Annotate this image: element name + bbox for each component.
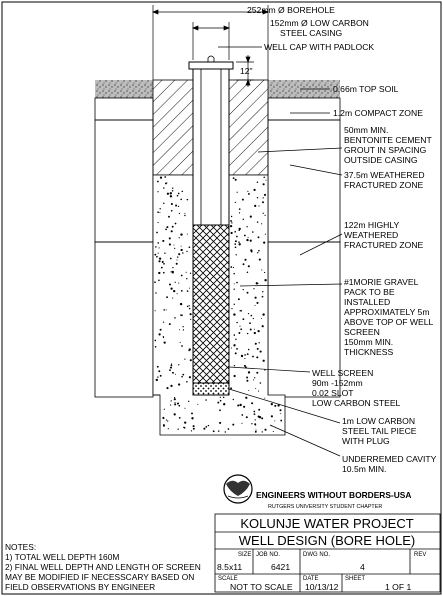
scale-value: NOT TO SCALE [230, 582, 293, 592]
sheet-value: 1 OF 1 [385, 582, 411, 592]
logo-line-1: ENGINEERS WITHOUT BORDERS-USA [256, 490, 411, 500]
weathered-label: 37.5m WEATHERED FRACTURED ZONE [344, 170, 427, 190]
dimension-lines [152, 5, 269, 87]
logo-line-2: RUTGERS UNIVERSITY STUDENT CHAPTER [268, 504, 382, 510]
gravel-pack-label: #1MORIE GRAVEL PACK TO BE INSTALLED APPR… [344, 277, 435, 357]
top-soil-label: 0.66m TOP SOIL [333, 84, 399, 94]
date-value: 10/13/12 [305, 582, 339, 592]
leader-lines [218, 46, 343, 457]
dwg-label: DWG NO. [303, 552, 330, 558]
well-screen [192, 224, 230, 384]
compact-zone-label: 1.2m COMPACT ZONE [333, 108, 423, 118]
highly-weathered-label: 122m HIGHLY WEATHERED FRACTURED ZONE [344, 220, 424, 250]
sheet-label: SHEET [345, 576, 365, 582]
tail-piece [192, 382, 230, 396]
rev-label: REV [414, 552, 426, 558]
well-cap [188, 61, 234, 70]
title-block [214, 513, 441, 593]
size-label: SIZE [238, 552, 251, 558]
notes-heading: NOTES: [5, 542, 36, 552]
grout-label: 50mm MIN. BENTONITE CEMENT GROUT IN SPAC… [344, 125, 434, 165]
date-label: DATE [303, 576, 319, 582]
gravel-dots [154, 176, 283, 433]
job-value: 6421 [271, 562, 290, 572]
casing-label-2: STEEL CASING [280, 28, 343, 38]
ewb-logo [223, 474, 253, 504]
padlock-icon [207, 55, 215, 62]
job-label: JOB NO. [256, 552, 280, 558]
project-title: KOLUNJE WATER PROJECT [240, 516, 413, 531]
casing-label-1: 152mm Ø LOW CARBON [270, 18, 369, 28]
well-cap-label: WELL CAP WITH PADLOCK [264, 42, 374, 52]
cavity-label: UNDERREMED CAVITY 10.5m MIN. [342, 454, 439, 474]
dwg-value: 4 [360, 562, 365, 572]
borehole-label: 252mm Ø BOREHOLE [247, 5, 335, 15]
tail-piece-label: 1m LOW CARBON STEEL TAIL PIECE WITH PLUG [342, 416, 419, 446]
scale-label: SCALE [218, 576, 238, 582]
well-screen-label: WELL SCREEN 90m -152mm 0.02 SLOT LOW CAR… [312, 368, 401, 408]
size-value: 8.5x11 [217, 562, 242, 572]
drawing-title: WELL DESIGN (BORE HOLE) [239, 533, 416, 548]
cap-height-label: 12" [240, 66, 253, 76]
notes-body: 1) TOTAL WELL DEPTH 160M 2) FINAL WELL D… [5, 552, 203, 592]
steel-casing [192, 66, 230, 226]
